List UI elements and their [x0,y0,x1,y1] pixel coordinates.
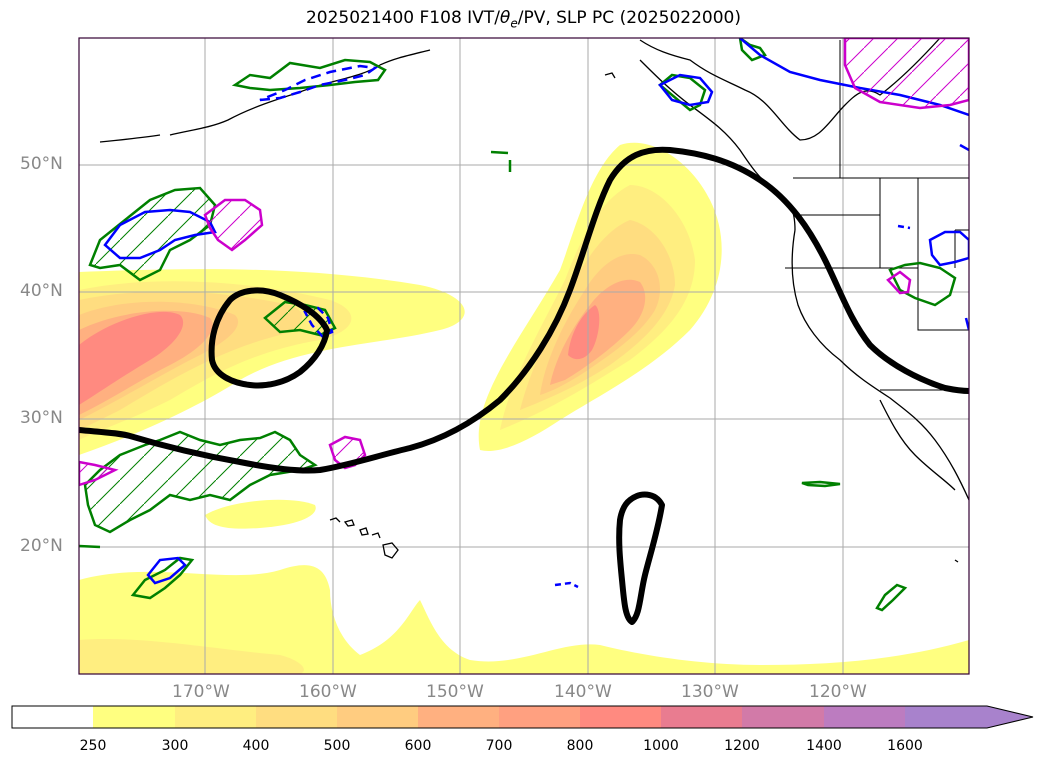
plot-title: 2025021400 F108 IVT/θe/PV, SLP PC (20250… [305,8,742,31]
colorbar-tick-1400: 1400 [806,738,842,754]
colorbar-tick-400: 400 [242,738,270,754]
lon-label-170w: 170°W [172,682,230,702]
colorbar-tick-1600: 1600 [887,738,923,754]
colorbar-tick-250: 250 [79,738,107,754]
colorbar-tick-800: 800 [566,738,594,754]
colorbar-tick-700: 700 [485,738,513,754]
lat-label-30: 30°N [20,408,63,428]
coastlines [99,38,969,563]
lon-label-150w: 150°W [426,682,484,702]
lon-label-160w: 160°W [299,682,357,702]
lon-label-120w: 120°W [809,682,867,702]
lat-label-20: 20°N [20,536,63,556]
ivt-shading [79,142,969,674]
map-area [79,38,969,674]
borders [785,40,969,391]
lat-label-50: 50°N [20,154,63,174]
colorbar-tick-600: 600 [404,738,432,754]
colorbar-tick-1000: 1000 [643,738,679,754]
graticule [79,38,969,674]
colorbar-tick-300: 300 [161,738,189,754]
map-frame [78,37,970,675]
lon-label-140w: 140°W [554,682,612,702]
lat-label-40: 40°N [20,281,63,301]
colorbar-tick-500: 500 [323,738,351,754]
slp-contours [79,146,969,625]
colorbar-tick-1200: 1200 [724,738,760,754]
lon-label-130w: 130°W [681,682,739,702]
colorbar [11,705,1034,729]
